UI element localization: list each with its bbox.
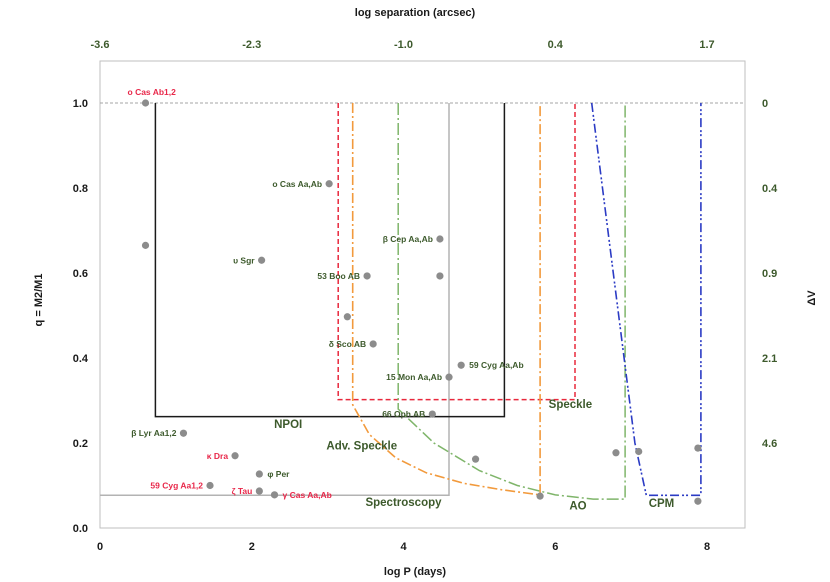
data-point — [612, 449, 620, 457]
point-label: 53 Boo AB — [317, 271, 360, 281]
right-tick-label: 0 — [762, 98, 768, 110]
region-label: Speckle — [549, 399, 592, 411]
data-point — [255, 470, 263, 478]
y-axis-title: q = M2/M1 — [33, 274, 45, 327]
region-label: CPM — [649, 498, 675, 510]
x-tick-label: 4 — [400, 541, 407, 553]
plot-frame — [99, 60, 746, 529]
point-label: 59 Cyg Aa1,2 — [150, 481, 203, 491]
point-label: φ Per — [267, 469, 290, 479]
data-point — [141, 99, 150, 107]
y-tick-label: 0.8 — [73, 183, 88, 195]
spectroscopy-boundary — [100, 103, 450, 497]
right-tick-label: 0.9 — [762, 268, 777, 280]
data-point — [369, 340, 377, 348]
data-point — [363, 272, 371, 280]
data-point — [694, 444, 702, 452]
region-label: NPOI — [274, 419, 302, 431]
region-label: Spectroscopy — [365, 497, 442, 509]
data-point — [635, 447, 643, 456]
data-points — [141, 99, 702, 505]
cpm-boundary — [590, 102, 702, 497]
npoi-boundary — [154, 103, 506, 418]
x-tick-label: 0 — [97, 541, 103, 553]
data-point — [255, 487, 263, 495]
data-point — [270, 491, 279, 499]
x-tick-label: 2 — [249, 541, 255, 553]
data-point — [471, 455, 480, 463]
speckle-boundary — [337, 103, 576, 401]
y-tick-label: 1.0 — [73, 98, 88, 110]
region-label: Adv. Speckle — [326, 440, 397, 452]
data-point — [258, 256, 266, 264]
point-label: κ Dra — [207, 451, 229, 461]
region-boundaries — [100, 102, 745, 500]
top-tick-label: -2.3 — [242, 39, 261, 51]
y-tick-label: 0.6 — [73, 268, 88, 280]
y-tick-label: 0.2 — [73, 438, 88, 450]
data-point — [179, 429, 188, 437]
data-point — [325, 180, 333, 188]
point-label: υ Sgr — [233, 255, 255, 265]
x-axis-title: log P (days) — [384, 566, 446, 578]
data-point — [231, 452, 239, 460]
data-point — [694, 497, 702, 505]
region-label: AO — [569, 500, 586, 512]
top-tick-label: 0.4 — [548, 39, 564, 51]
point-label: 59 Cyg Aa,Ab — [469, 360, 523, 370]
data-point — [536, 492, 544, 500]
point-label: β Lyr Aa1,2 — [131, 428, 176, 438]
data-point — [436, 235, 444, 243]
ao-boundary — [397, 103, 626, 500]
right-tick-label: 0.4 — [762, 183, 778, 195]
point-label: 15 Mon Aa,Ab — [386, 372, 442, 382]
point-label: o Cas Aa,Ab — [272, 179, 322, 189]
data-point — [141, 241, 150, 249]
y-tick-label: 0.0 — [73, 523, 88, 535]
y-tick-label: 0.4 — [73, 353, 89, 365]
adv-speckle-boundary — [351, 103, 541, 496]
point-label: β Cep Aa,Ab — [383, 234, 433, 244]
point-labels: NPOI Speckle Adv. Speckle AO CPM Spectroscopy… — [128, 87, 675, 512]
top-tick-label: -1.0 — [394, 39, 413, 51]
data-point — [445, 373, 453, 381]
data-point — [428, 410, 436, 418]
x-tick-label: 8 — [704, 541, 710, 553]
data-point — [457, 361, 465, 369]
point-label: ζ Tau — [232, 486, 253, 496]
top-axis-title: log separation (arcsec) — [355, 7, 476, 19]
x-tick-label: 6 — [552, 541, 558, 553]
point-label: 66 Oph AB — [382, 409, 425, 419]
point-label: δ Sco AB — [329, 339, 366, 349]
point-label: γ Cas Aa,Ab — [283, 490, 332, 500]
axis-ticks: 0 2 4 6 8 0.0 0.2 0.4 0.6 0.8 1.0 -3.6 -2.3 -1.0 0.4 1.… — [73, 39, 778, 553]
point-label: o Cas Ab1,2 — [128, 87, 177, 97]
top-tick-label: -3.6 — [91, 39, 110, 51]
data-point — [436, 272, 444, 280]
data-point — [206, 481, 214, 490]
right-tick-label: 2.1 — [762, 353, 777, 365]
y2-axis-title: ΔV — [806, 290, 818, 306]
data-point — [343, 313, 351, 321]
right-tick-label: 4.6 — [762, 438, 777, 450]
top-tick-label: 1.7 — [699, 39, 714, 51]
